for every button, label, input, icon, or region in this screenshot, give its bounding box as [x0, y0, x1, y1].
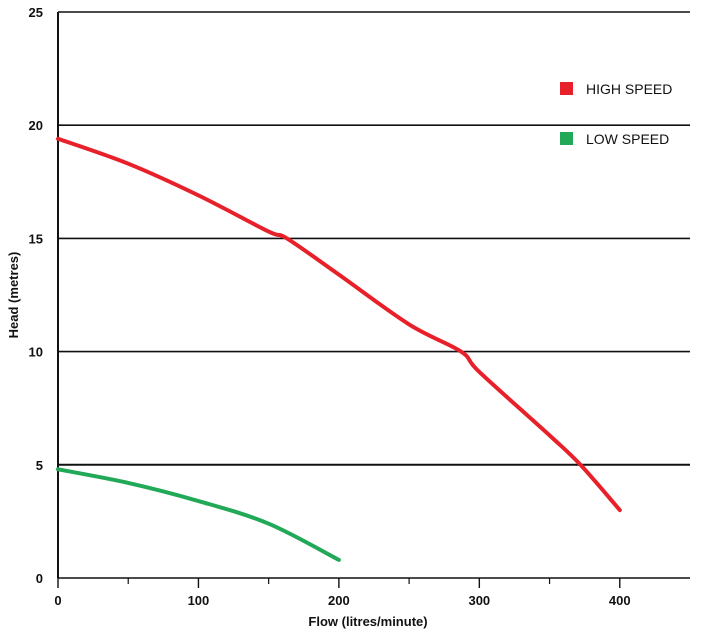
y-tick-label-20: 20 — [29, 118, 43, 133]
y-tick-label-25: 25 — [29, 5, 43, 20]
y-tick-label-5: 5 — [36, 458, 43, 473]
x-tick-label-100: 100 — [188, 593, 210, 608]
x-tick-label-400: 400 — [609, 593, 631, 608]
series-layer — [56, 136, 622, 562]
y-axis-title: Head (metres) — [6, 252, 21, 339]
y-tick-label-15: 15 — [29, 231, 43, 246]
x-tick-label-0: 0 — [54, 593, 61, 608]
legend-label-high-speed: HIGH SPEED — [586, 81, 672, 97]
series-line-high-speed — [56, 136, 622, 513]
y-tick-label-0: 0 — [36, 571, 43, 586]
x-tick-label-200: 200 — [328, 593, 350, 608]
y-tick-label-10: 10 — [29, 345, 43, 360]
legend-swatch-high-speed — [560, 82, 573, 95]
legend-swatch-low-speed — [560, 132, 573, 145]
legend-label-low-speed: LOW SPEED — [586, 131, 669, 147]
x-axis-title: Flow (litres/minute) — [308, 614, 427, 629]
label-layer: 0 100 200 300 400 0 5 10 15 20 25 — [29, 5, 631, 608]
axis-layer — [57, 12, 690, 588]
legend: HIGH SPEED LOW SPEED — [560, 81, 672, 147]
series-line-low-speed — [56, 467, 341, 562]
x-tick-label-300: 300 — [468, 593, 490, 608]
grid-layer — [58, 11, 690, 466]
